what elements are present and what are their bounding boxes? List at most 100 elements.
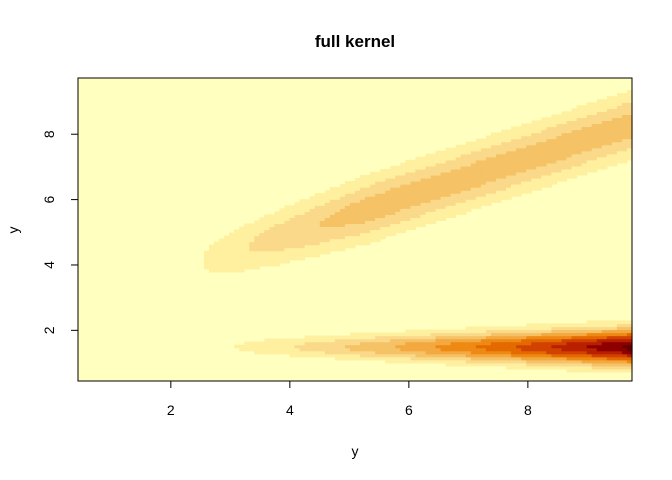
heat-cell — [284, 344, 291, 349]
heat-cell — [269, 238, 276, 243]
heat-cell — [349, 347, 356, 352]
heat-cell — [490, 326, 497, 331]
heat-cell — [621, 365, 628, 370]
heat-cell — [400, 356, 406, 361]
heat-cell — [581, 350, 588, 355]
heat-cell — [556, 138, 563, 143]
heat-cell — [430, 187, 437, 191]
heat-cell — [480, 181, 487, 185]
heat-cell — [410, 347, 417, 352]
heat-cell — [420, 162, 427, 167]
heat-cell — [490, 347, 497, 352]
heat-cell — [460, 341, 467, 346]
heat-cell — [606, 335, 613, 340]
heat-cell — [390, 181, 396, 185]
heat-cell — [314, 238, 321, 243]
heat-cell — [440, 356, 447, 361]
heat-cell — [506, 135, 512, 140]
heat-cell — [324, 226, 331, 231]
heat-cell — [314, 220, 321, 225]
heat-cell — [480, 162, 487, 167]
heat-cell — [506, 193, 512, 197]
heat-cell — [556, 147, 563, 152]
heat-cell — [596, 156, 603, 161]
heat-cell — [435, 193, 442, 197]
heat-cell — [385, 184, 391, 188]
heat-cell — [365, 181, 371, 185]
heat-cell — [365, 190, 371, 194]
heat-cell — [616, 323, 623, 328]
heat-cell — [420, 165, 427, 170]
heat-cell — [606, 102, 613, 106]
heat-cell — [591, 153, 598, 158]
heat-cell — [279, 208, 286, 212]
heat-cell — [480, 335, 487, 340]
heat-cell — [511, 335, 517, 340]
heat-cell — [324, 335, 331, 340]
heat-cell — [259, 350, 265, 355]
heat-cell — [536, 123, 542, 128]
heat-cell — [339, 244, 346, 249]
heat-cell — [375, 341, 381, 346]
heat-cell — [551, 141, 558, 146]
heat-cell — [465, 362, 472, 367]
heat-cell — [254, 223, 260, 228]
heat-cell — [344, 238, 351, 243]
heat-cell — [339, 187, 346, 191]
heat-cell — [450, 181, 457, 185]
heat-cell — [475, 190, 482, 194]
heat-cell — [601, 111, 608, 115]
heat-cell — [626, 362, 633, 367]
heat-cell — [626, 341, 633, 346]
heat-cell — [485, 193, 492, 197]
heat-cell — [621, 147, 628, 152]
heat-cell — [254, 256, 260, 261]
heat-cell — [596, 144, 603, 149]
heat-cell — [566, 350, 573, 355]
heat-cell — [516, 126, 522, 131]
heat-cell — [395, 171, 401, 176]
heat-cell — [430, 190, 437, 194]
heat-cell — [626, 99, 633, 103]
heat-cell — [400, 335, 406, 340]
heat-cell — [591, 329, 598, 334]
heat-cell — [616, 320, 623, 325]
heat-cell — [385, 177, 391, 182]
heat-cell — [601, 99, 608, 103]
heat-cell — [521, 356, 527, 361]
heat-cell — [259, 253, 265, 258]
heat-cell — [531, 153, 537, 158]
heat-cell — [375, 211, 381, 215]
heat-cell — [606, 329, 613, 334]
heat-cell — [390, 184, 396, 188]
heat-cell — [355, 229, 361, 234]
heat-cell — [561, 323, 568, 328]
heat-cell — [234, 262, 240, 267]
heat-cell — [465, 338, 472, 343]
heat-cell — [541, 120, 547, 125]
heat-cell — [621, 356, 628, 361]
heat-cell — [541, 326, 547, 331]
heat-cell — [365, 335, 371, 340]
heat-cell — [485, 138, 492, 143]
heat-cell — [450, 147, 457, 152]
heat-cell — [284, 259, 291, 264]
heat-cell — [546, 323, 553, 328]
heat-cell — [621, 144, 628, 149]
heat-cell — [430, 350, 437, 355]
heat-cell — [279, 256, 286, 261]
heat-cell — [551, 332, 558, 337]
heat-cell — [501, 147, 507, 152]
heat-cell — [591, 126, 598, 131]
heat-cell — [420, 199, 427, 203]
heat-cell — [541, 123, 547, 128]
heat-cell — [616, 359, 623, 364]
heat-cell — [440, 165, 447, 170]
heat-cell — [324, 353, 331, 358]
heat-cell — [516, 332, 522, 337]
heat-cell — [591, 344, 598, 349]
heat-cell — [269, 247, 276, 252]
heat-cell — [375, 199, 381, 203]
heat-cell — [360, 335, 366, 340]
heat-cell — [465, 150, 472, 155]
